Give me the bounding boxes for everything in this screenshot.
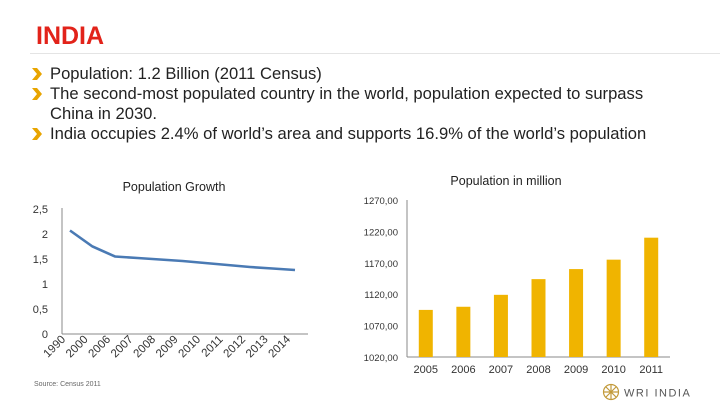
x-tick-label: 2007 (109, 334, 136, 361)
bar (569, 269, 584, 357)
bullet-item: The second-most populated country in the… (30, 84, 670, 124)
series-line (69, 229, 296, 272)
x-tick-label: 2009 (564, 364, 588, 376)
x-tick-label: 2011 (639, 364, 663, 376)
title-divider (30, 53, 720, 54)
wri-india-logo: WRI INDIA (601, 382, 719, 402)
bullet-list: Population: 1.2 Billion (2011 Census) Th… (30, 64, 670, 144)
slide-title: INDIA (36, 22, 105, 50)
bullet-text: The second-most populated country in the… (50, 84, 644, 123)
x-tick-label: 2006 (87, 334, 114, 361)
y-tick-label: 2 (42, 229, 48, 241)
y-tick-label: 1 (42, 279, 48, 291)
x-tick-label: 2008 (526, 364, 550, 376)
x-tick-label: 2010 (177, 334, 204, 361)
x-tick-label: 2008 (132, 334, 159, 361)
x-tick-label: 2009 (154, 334, 181, 361)
y-tick-label: 0 (42, 329, 48, 341)
chevron-right-icon (32, 88, 42, 100)
bar (493, 294, 508, 357)
bar (418, 309, 433, 357)
y-tick-label: 1270,00 (364, 196, 398, 207)
y-tick-label: 0,5 (33, 304, 48, 316)
bar (606, 259, 621, 357)
source-note: Source: Census 2011 (34, 381, 101, 388)
logo-text: WRI INDIA (624, 388, 691, 400)
x-tick-label: 2012 (222, 334, 249, 361)
x-tick-label: 2013 (244, 334, 271, 361)
chart-title: Population in million (450, 174, 561, 188)
chevron-right-icon (32, 128, 42, 140)
bullet-item: India occupies 2.4% of world’s area and … (30, 124, 670, 144)
x-tick-label: 2014 (267, 333, 294, 360)
y-tick-label: 1220,00 (364, 227, 398, 238)
x-tick-label: 2011 (200, 334, 226, 360)
x-tick-label: 2007 (489, 364, 513, 376)
y-tick-label: 1120,00 (364, 290, 398, 301)
chart-title: Population Growth (123, 180, 226, 194)
bar (531, 279, 546, 357)
y-tick-label: 1020,00 (364, 353, 398, 364)
chevron-right-icon (32, 68, 42, 80)
y-tick-label: 1,5 (33, 254, 48, 266)
bullet-item: Population: 1.2 Billion (2011 Census) (30, 64, 670, 84)
population-bar-chart: Population in million 1020,00 1070,00 1120… (364, 174, 670, 376)
bar (644, 237, 659, 357)
y-tick-label: 1170,00 (364, 259, 398, 270)
bullet-text: India occupies 2.4% of world’s area and … (50, 124, 647, 143)
x-tick-label: 2005 (414, 364, 438, 376)
wri-logo-icon (602, 383, 620, 401)
x-tick-label: 2000 (64, 334, 91, 361)
x-tick-label: 2010 (601, 364, 625, 376)
population-growth-chart: Population Growth 00,511,522,5 199020002… (33, 180, 308, 361)
x-tick-label: 2006 (451, 364, 475, 376)
y-tick-label: 2,5 (33, 204, 48, 216)
bar (456, 306, 471, 357)
bullet-text: Population: 1.2 Billion (2011 Census) (50, 64, 322, 83)
y-tick-label: 1070,00 (364, 322, 398, 333)
